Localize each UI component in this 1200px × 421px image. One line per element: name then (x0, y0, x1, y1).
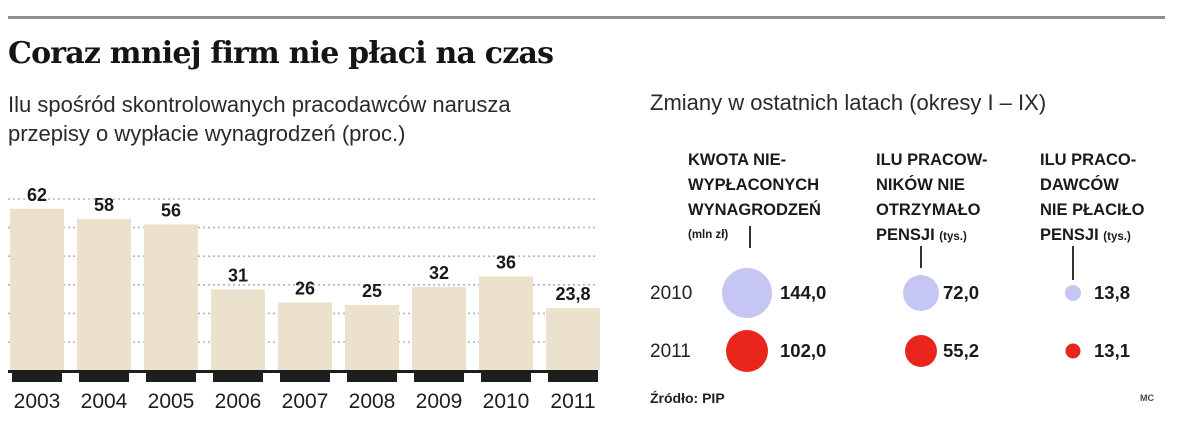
bar-chart-bars (10, 208, 600, 370)
bar-2005 (144, 224, 198, 370)
category-label: 2003 (14, 390, 61, 413)
bar-chart-category-labels: 2003 2004 2005 2006 2007 2008 2009 2010 2011 (14, 390, 596, 413)
bar-chart-subtitle: Ilu spośród skontrolowanych pracodawców … (8, 92, 511, 146)
bubble-employees-2011 (905, 335, 937, 367)
category-label: 2009 (416, 390, 463, 413)
heading-line: WYPŁACONYCH (688, 176, 820, 194)
category-label: 2007 (282, 390, 329, 413)
bubble-amount-2011 (726, 330, 768, 372)
top-rule (8, 16, 1165, 19)
category-label: 2011 (550, 390, 595, 413)
category-label: 2006 (215, 390, 262, 413)
bubble-chart-subtitle: Zmiany w ostatnich latach (okresy I – IX… (650, 90, 1047, 115)
bubble-employers-2011 (1065, 343, 1081, 359)
axis-tick (12, 373, 62, 382)
employers-value-2011: 13,1 (1094, 340, 1131, 361)
heading-line: DAWCÓW (1040, 176, 1119, 194)
bubble-year-2010: 2010 (650, 283, 693, 304)
heading-unit: (tys.) (1103, 231, 1131, 243)
heading-line: NIKÓW NIE (876, 176, 965, 194)
category-label: 2005 (148, 390, 195, 413)
category-label: 2008 (349, 390, 396, 413)
heading-line: KWOTA NIE- (688, 151, 787, 169)
bar-value-label: 58 (94, 195, 114, 215)
heading-line: ILU PRACO- (1040, 151, 1137, 169)
bar-chart-value-labels: 62 58 56 31 26 25 32 36 23,8 (27, 185, 591, 304)
bar-2003 (10, 208, 64, 370)
axis-tick (79, 373, 129, 382)
axis-tick (548, 373, 598, 382)
bar-value-label: 25 (362, 281, 382, 301)
bar-value-label: 23,8 (555, 284, 590, 304)
heading-line: PENSJI (876, 226, 935, 244)
employers-column-heading: ILU PRACO- DAWCÓW NIE PŁACIŁO PENSJI (ty… (1040, 148, 1145, 250)
bar-2009 (412, 286, 466, 370)
category-label: 2004 (81, 390, 128, 413)
employees-value-2010: 72,0 (943, 282, 980, 303)
heading-unit: (mln zł) (688, 229, 729, 241)
bubble-amount-2010 (722, 268, 772, 318)
axis-tick (347, 373, 397, 382)
heading-unit: (tys.) (939, 231, 967, 243)
amount-column-heading: KWOTA NIE- WYPŁACONYCH WYNAGRODZEŃ (mln … (688, 148, 821, 248)
bar-2006 (211, 289, 265, 370)
bubble-employees-2010 (903, 275, 939, 311)
source-note: Źródło: PIP (650, 390, 725, 406)
employees-leader-line (920, 246, 922, 268)
employers-value-2010: 13,8 (1094, 282, 1131, 303)
axis-tick (414, 373, 464, 382)
bar-2004 (77, 219, 131, 370)
axis-tick (280, 373, 330, 382)
bar-value-label: 31 (228, 265, 248, 285)
heading-line: OTRZYMAŁO (876, 201, 981, 219)
bar-2011 (546, 308, 600, 370)
employees-value-2011: 55,2 (943, 340, 980, 361)
axis-tick (146, 373, 196, 382)
axis-tick (213, 373, 263, 382)
category-label: 2010 (483, 390, 530, 413)
infographic-title: Coraz mniej firm nie płaci na czas (8, 36, 554, 71)
bubble-employers-2010 (1065, 285, 1081, 301)
bar-value-label: 56 (161, 200, 181, 220)
amount-value-2011: 102,0 (780, 340, 827, 361)
author-credit: MC (1140, 393, 1154, 403)
bar-value-label: 62 (27, 185, 47, 205)
bar-2007 (278, 302, 332, 370)
amount-leader-line (749, 226, 751, 248)
bar-2010 (479, 276, 533, 370)
amount-value-2010: 144,0 (780, 282, 827, 303)
bar-value-label: 36 (496, 252, 516, 272)
heading-line: NIE PŁACIŁO (1040, 201, 1145, 219)
heading-line: PENSJI (1040, 226, 1099, 244)
heading-line: WYNAGRODZEŃ (688, 201, 821, 219)
employers-leader-line (1072, 246, 1074, 280)
x-axis-line (8, 370, 598, 373)
bubble-year-2011: 2011 (650, 341, 691, 362)
axis-tick (481, 373, 531, 382)
employees-column-heading: ILU PRACOW- NIKÓW NIE OTRZYMAŁO PENSJI (… (876, 148, 988, 250)
heading-line: ILU PRACOW- (876, 151, 988, 169)
bar-value-label: 32 (429, 263, 449, 283)
bar-chart-tick-marks (12, 373, 598, 382)
bar-2008 (345, 305, 399, 370)
bar-value-label: 26 (295, 278, 315, 298)
